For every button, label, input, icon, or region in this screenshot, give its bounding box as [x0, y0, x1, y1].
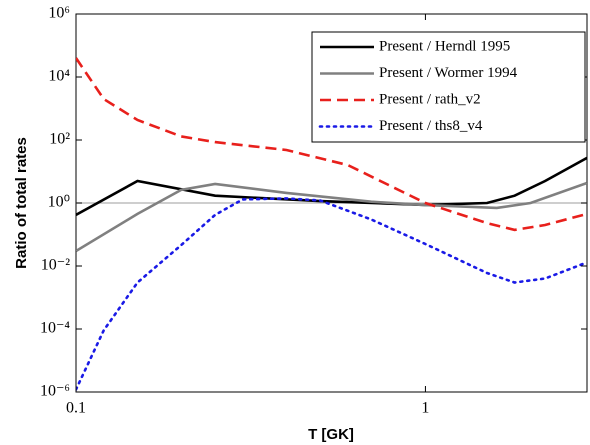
legend-label: Present / ths8_v4 — [379, 118, 483, 134]
y-axis-label: Ratio of total rates — [13, 137, 30, 269]
legend-label: Present / rath_v2 — [379, 91, 481, 107]
x-axis-label: T [GK] — [308, 426, 354, 443]
legend: Present / Herndl 1995 Present / Wormer 19… — [311, 31, 586, 143]
legend-label: Present / Wormer 1994 — [379, 65, 518, 81]
y-tick-label: 10⁻⁴ — [40, 320, 70, 337]
y-tick-label: 10⁻² — [41, 257, 70, 274]
series-line — [76, 57, 587, 232]
series-line — [76, 197, 587, 391]
y-tick-label: 10⁴ — [48, 68, 70, 85]
plot-area — [76, 57, 587, 391]
series-line — [76, 181, 587, 253]
y-tick-label: 10² — [49, 131, 70, 148]
y-tick-label: 10⁻⁶ — [40, 383, 70, 400]
x-tick-label: 1 — [421, 400, 429, 417]
x-tick-label: 0.1 — [66, 400, 86, 417]
legend-label: Present / Herndl 1995 — [379, 38, 510, 54]
y-tick-label: 10⁶ — [48, 5, 70, 22]
y-tick-label: 10⁰ — [48, 194, 70, 211]
legend-box — [311, 31, 586, 143]
